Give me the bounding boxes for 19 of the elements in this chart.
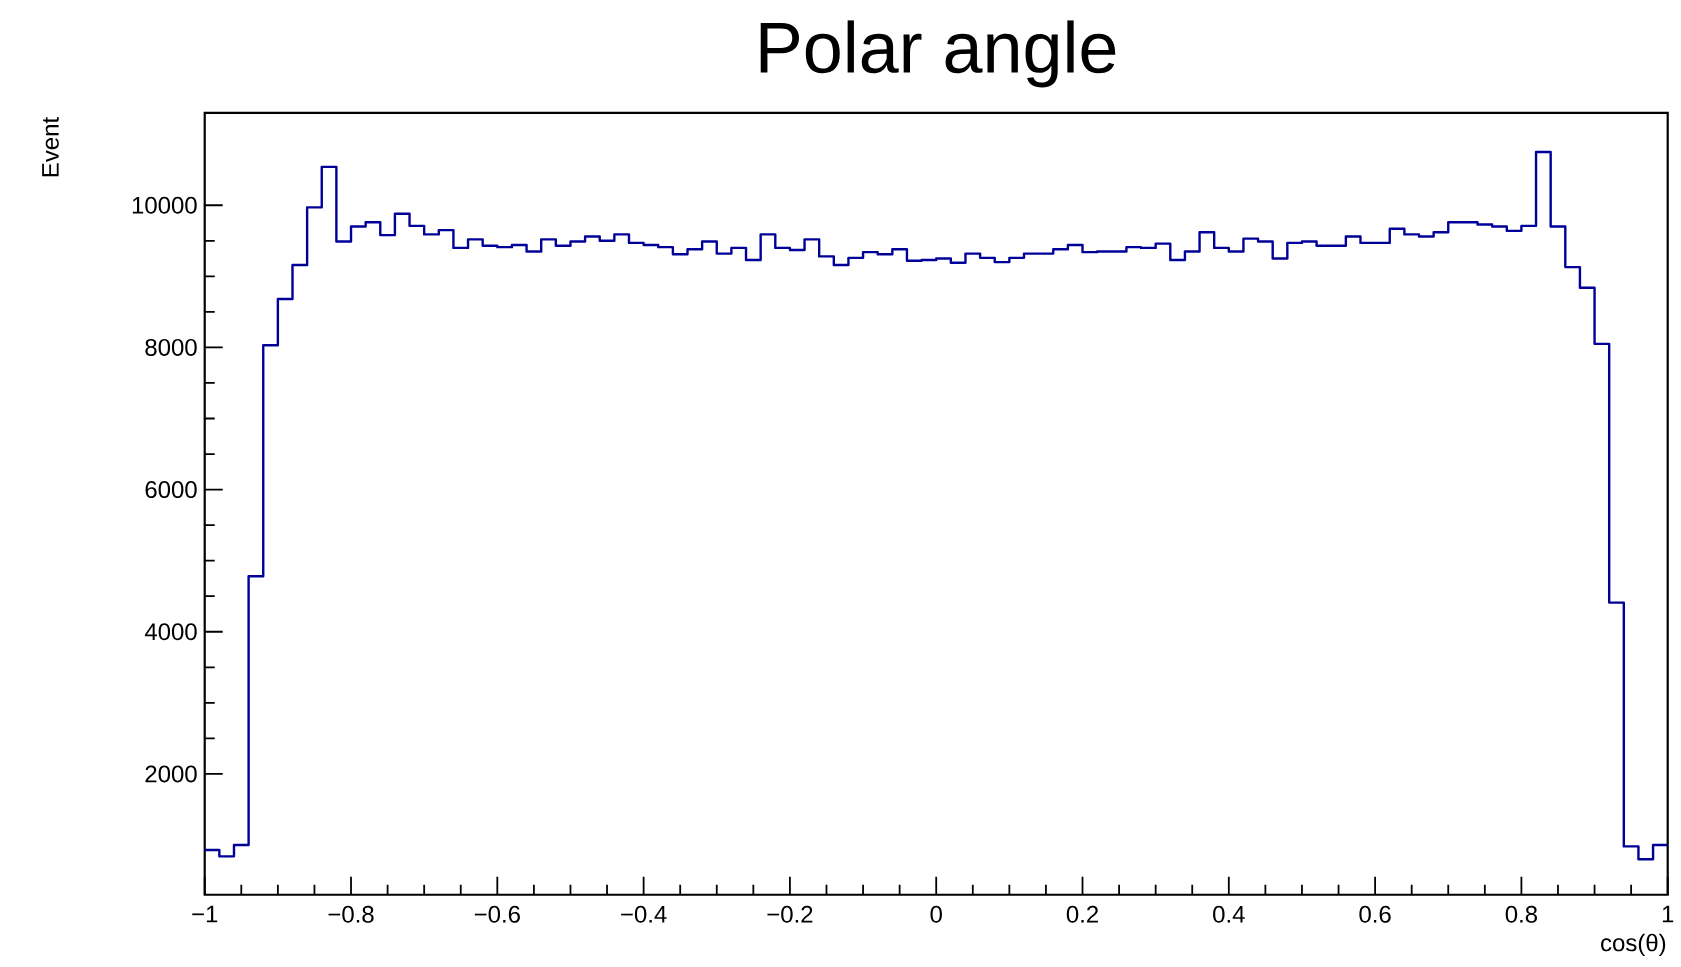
y-tick-label: 8000 [145, 339, 197, 357]
x-tick-label: −0.4 [621, 905, 667, 923]
y-tick-label: 6000 [145, 481, 197, 499]
x-tick-label: −1 [192, 905, 218, 923]
x-tick-label: 0.6 [1359, 905, 1391, 923]
chart-title: Polar angle [760, 20, 1116, 88]
x-tick-label: −0.8 [328, 905, 374, 923]
x-tick-label: −0.6 [474, 905, 520, 923]
x-tick-label: 0.2 [1066, 905, 1098, 923]
y-axis-title: Event [42, 117, 59, 177]
x-tick-label: 0.8 [1505, 905, 1538, 923]
y-tick-label: 4000 [144, 623, 197, 641]
y-tick-label: 2000 [145, 765, 197, 783]
x-axis-title: cos(θ) [1601, 933, 1666, 957]
y-tick-label: 10000 [132, 196, 197, 214]
x-tick-label: 1 [1662, 905, 1674, 923]
x-tick-label: 0 [930, 905, 942, 923]
x-tick-label: −0.2 [767, 905, 813, 923]
x-tick-label: 0.4 [1213, 905, 1245, 923]
